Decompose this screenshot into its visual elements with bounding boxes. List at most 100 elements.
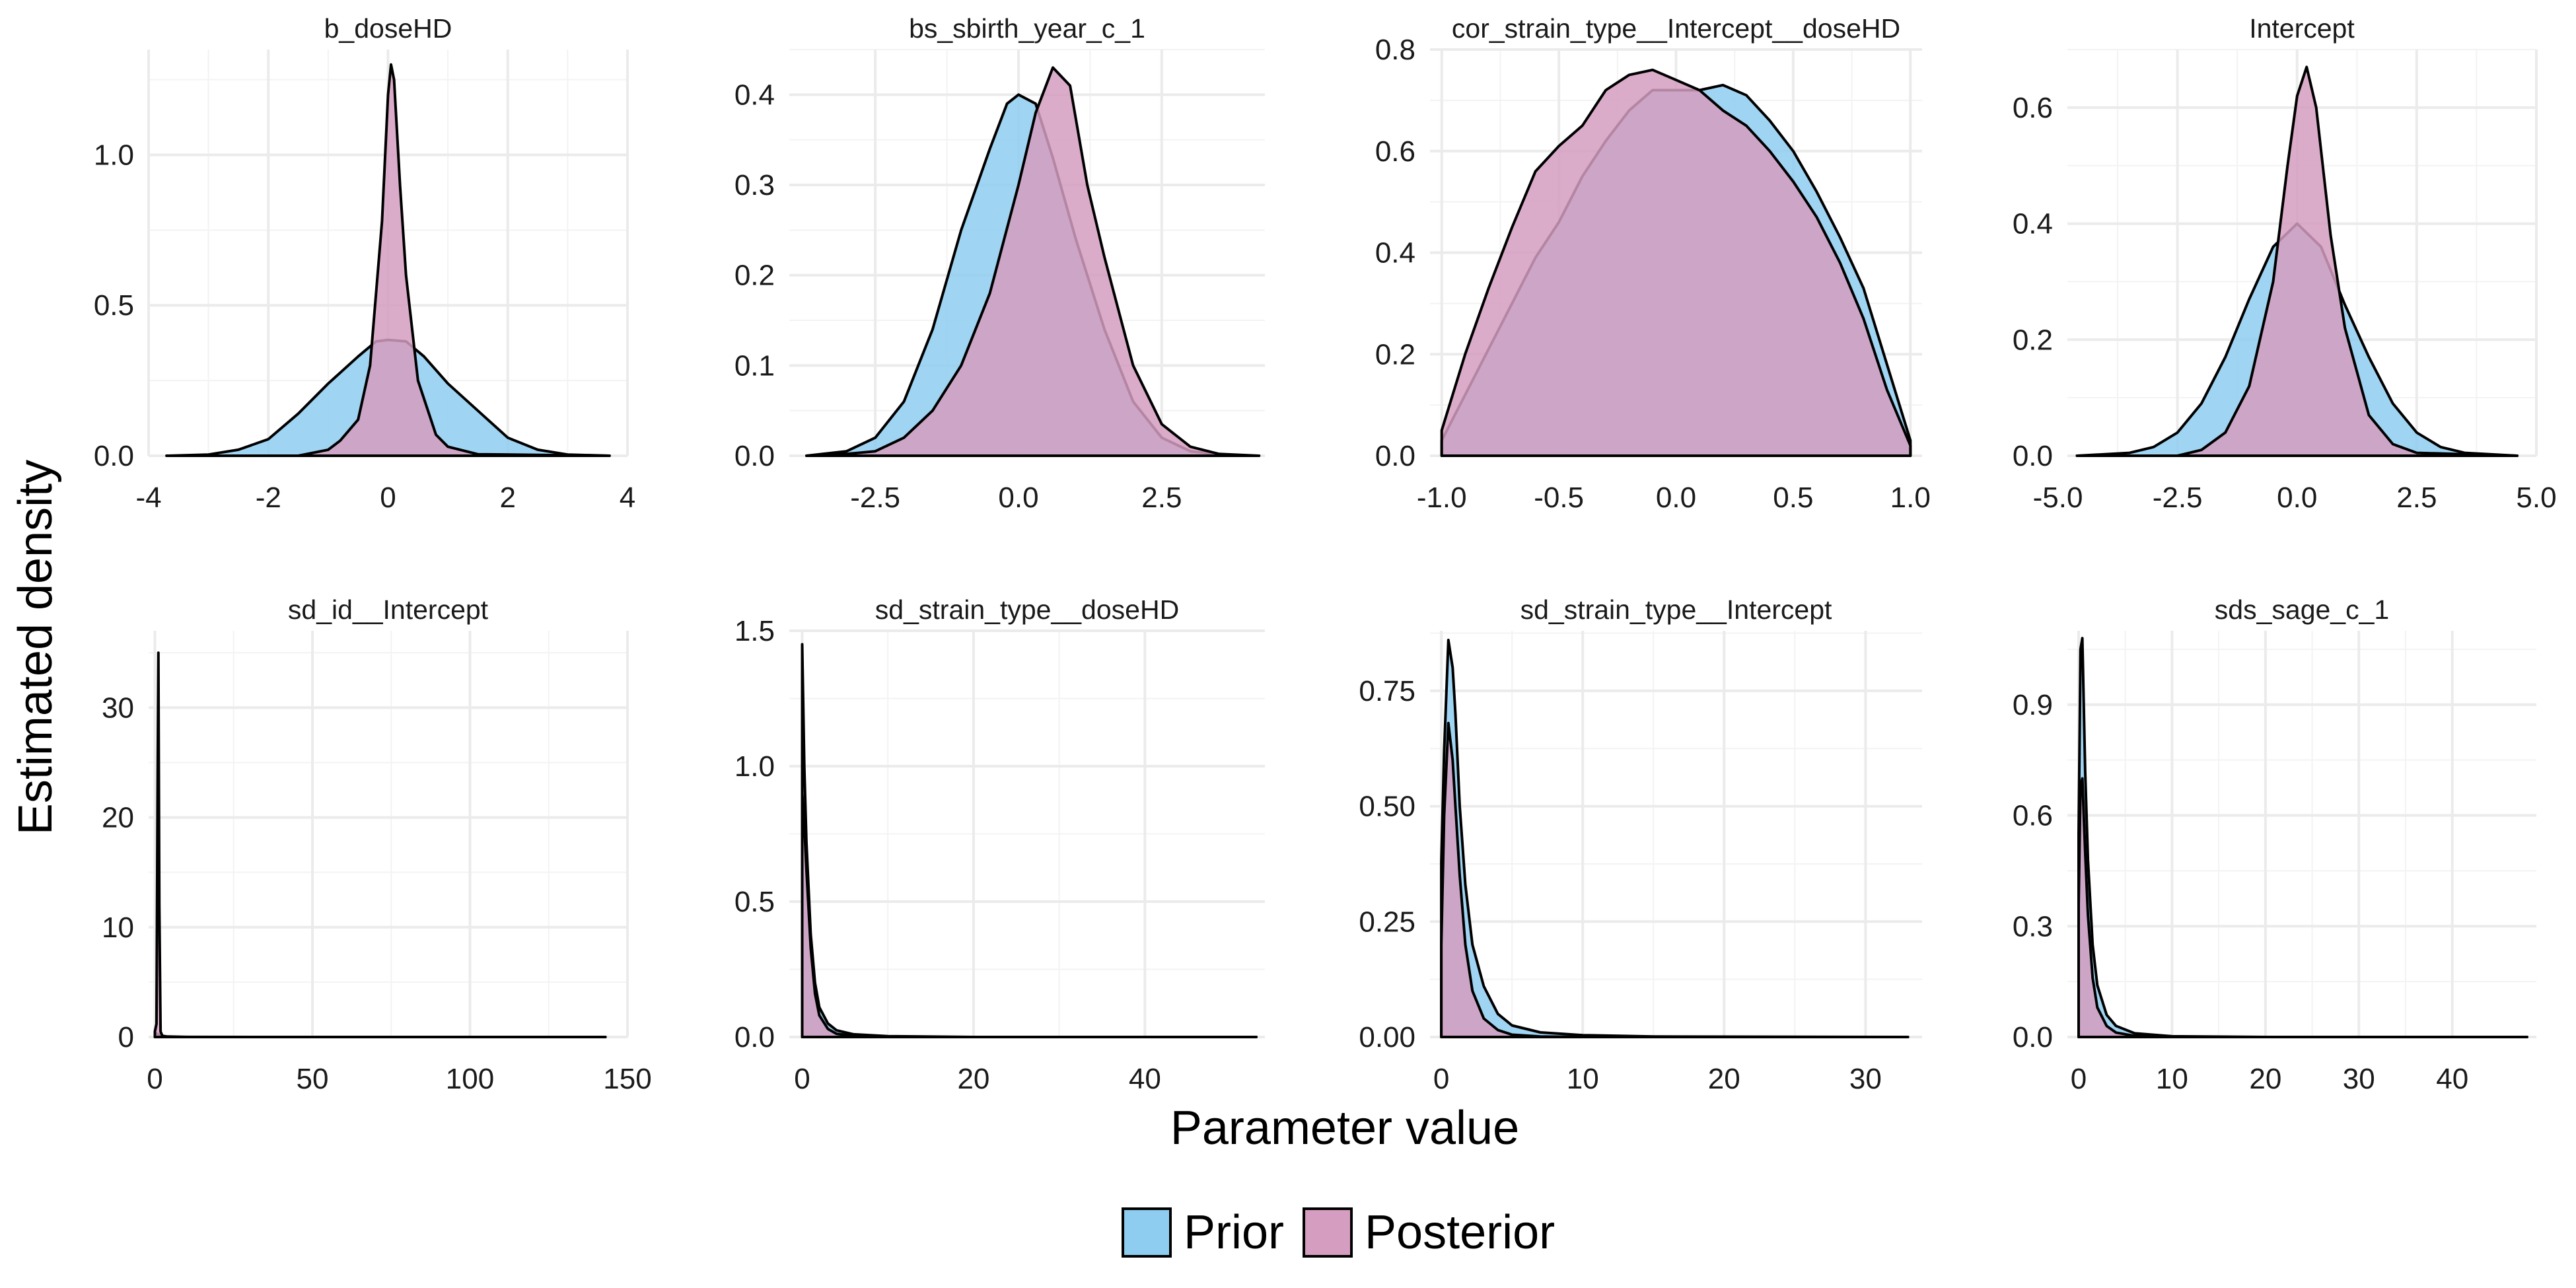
facet-panel: cor_strain_type__Intercept__doseHD -1.0 -0… xyxy=(1375,13,1931,514)
facet-title: Intercept xyxy=(2249,13,2355,44)
legend-label-prior: Prior xyxy=(1184,1206,1284,1259)
x-tick-label: 2 xyxy=(500,482,516,514)
y-tick-label: 0.50 xyxy=(1359,791,1415,823)
facet-title: sd_strain_type__Intercept xyxy=(1521,594,1832,625)
y-tick-label: 0.0 xyxy=(734,440,775,472)
y-tick-label: 30 xyxy=(102,692,134,724)
density-area-posterior xyxy=(165,63,611,457)
x-tick-label: 20 xyxy=(957,1063,989,1095)
density-area-posterior xyxy=(2075,65,2519,457)
x-tick-label: 5.0 xyxy=(2516,482,2556,514)
y-tick-label: 0.8 xyxy=(1375,34,1415,66)
y-tick-label: 0.4 xyxy=(2013,208,2053,240)
density-area-prior xyxy=(2077,637,2528,1038)
x-tick-label: 100 xyxy=(446,1063,494,1095)
y-tick-label: 20 xyxy=(102,802,134,834)
y-tick-label: 0.2 xyxy=(2013,324,2053,356)
facet-title: sds_sage_c_1 xyxy=(2215,594,2389,625)
legend-key-posterior xyxy=(1303,1207,1353,1258)
y-tick-label: 0.0 xyxy=(1375,440,1415,472)
facet-panel: bs_sbirth_year_c_1 -2.5 0.0 2.5 0.0 0.1 0.2 0.3… xyxy=(734,13,1265,514)
facet-panels: b_doseHD -4 -2 0 2 4 0.0 0.5 1.0 bs_sbirth_year_c… xyxy=(94,13,2557,1095)
density-area-posterior xyxy=(2077,777,2528,1038)
facet-panel: sds_sage_c_1 0 10 20 30 40 0.0 0.3 0.6 0.9 xyxy=(2013,594,2536,1095)
x-tick-label: 0 xyxy=(794,1063,810,1095)
facet-panel: sd_strain_type__doseHD 0 20 40 0.0 0.5 1.0 1.5 xyxy=(734,594,1265,1095)
x-tick-label: 0.5 xyxy=(1773,482,1813,514)
y-tick-label: 0.3 xyxy=(734,169,775,201)
y-tick-label: 0.1 xyxy=(734,349,775,382)
x-tick-label: 40 xyxy=(2436,1063,2468,1095)
density-area-posterior xyxy=(153,651,607,1038)
y-tick-label: 0.3 xyxy=(2013,910,2053,943)
x-tick-label: 0 xyxy=(380,482,396,514)
x-tick-label: 0 xyxy=(1433,1063,1449,1095)
y-tick-label: 0.9 xyxy=(2013,689,2053,721)
legend-key-prior xyxy=(1122,1207,1172,1258)
y-tick-label: 0.6 xyxy=(2013,92,2053,124)
x-tick-label: -1.0 xyxy=(1417,482,1467,514)
facet-panel: sd_strain_type__Intercept 0 10 20 30 0.00 0.25… xyxy=(1359,594,1922,1095)
facet-title: b_doseHD xyxy=(324,13,452,44)
x-tick-label: -4 xyxy=(135,482,161,514)
y-tick-label: 0.25 xyxy=(1359,906,1415,938)
density-area-prior xyxy=(801,643,1258,1038)
density-area-prior xyxy=(1440,639,1910,1038)
x-axis-label: Parameter value xyxy=(1170,1102,1519,1155)
y-tick-label: 0.4 xyxy=(1375,237,1415,269)
x-tick-label: 2.5 xyxy=(1141,482,1182,514)
x-tick-label: -5.0 xyxy=(2033,482,2083,514)
x-tick-label: 1.0 xyxy=(1890,482,1931,514)
y-tick-label: 0.6 xyxy=(2013,800,2053,832)
x-tick-label: 10 xyxy=(2156,1063,2188,1095)
y-tick-label: 0.2 xyxy=(1375,338,1415,371)
x-tick-label: 0.0 xyxy=(998,482,1038,514)
x-tick-label: 50 xyxy=(297,1063,329,1095)
density-area-posterior xyxy=(1440,721,1910,1038)
x-tick-label: 10 xyxy=(1567,1063,1599,1095)
legend-label-posterior: Posterior xyxy=(1365,1206,1555,1259)
y-tick-label: 1.0 xyxy=(94,139,134,171)
y-tick-label: 0.4 xyxy=(734,79,775,111)
x-tick-label: -2.5 xyxy=(2153,482,2203,514)
y-tick-label: 0.75 xyxy=(1359,675,1415,707)
y-tick-label: 0.2 xyxy=(734,260,775,292)
y-tick-label: 0.5 xyxy=(734,886,775,918)
x-tick-label: 30 xyxy=(1849,1063,1882,1095)
facet-title: sd_id__Intercept xyxy=(288,594,489,625)
density-area-posterior xyxy=(1440,68,1912,457)
y-tick-label: 0 xyxy=(118,1021,134,1054)
y-tick-label: 0.0 xyxy=(2013,440,2053,472)
y-tick-label: 0.00 xyxy=(1359,1021,1415,1054)
y-tick-label: 10 xyxy=(102,912,134,944)
x-tick-label: 30 xyxy=(2343,1063,2375,1095)
y-tick-label: 0.0 xyxy=(94,440,134,472)
legend: Prior Posterior xyxy=(1122,1206,1555,1259)
y-tick-label: 0.0 xyxy=(734,1021,775,1054)
facet-panel: sd_id__Intercept 0 50 100 150 0 10 20 30 xyxy=(102,594,652,1095)
x-tick-label: -2.5 xyxy=(850,482,900,514)
x-tick-label: 0 xyxy=(147,1063,162,1095)
x-tick-label: 0.0 xyxy=(2277,482,2317,514)
x-tick-label: 2.5 xyxy=(2396,482,2437,514)
x-tick-label: 4 xyxy=(620,482,635,514)
x-tick-label: 20 xyxy=(1708,1063,1740,1095)
density-area-posterior xyxy=(801,792,1258,1038)
x-tick-label: 0.0 xyxy=(1656,482,1696,514)
x-tick-label: 150 xyxy=(603,1063,651,1095)
y-tick-label: 1.5 xyxy=(734,615,775,647)
facet-title: bs_sbirth_year_c_1 xyxy=(909,13,1145,44)
y-axis-label: Estimated density xyxy=(9,460,62,835)
x-tick-label: -2 xyxy=(256,482,281,514)
x-tick-label: 0 xyxy=(2071,1063,2087,1095)
facet-title: cor_strain_type__Intercept__doseHD xyxy=(1452,13,1900,44)
y-tick-label: 0.6 xyxy=(1375,135,1415,168)
y-tick-label: 0.0 xyxy=(2013,1021,2053,1054)
density-area-posterior xyxy=(805,66,1261,457)
y-tick-label: 1.0 xyxy=(734,750,775,783)
facet-title: sd_strain_type__doseHD xyxy=(875,594,1179,625)
facet-panel: Intercept -5.0 -2.5 0.0 2.5 5.0 0.0 0.2 0.4 0.6 xyxy=(2013,13,2557,514)
x-tick-label: 20 xyxy=(2249,1063,2281,1095)
facet-panel: b_doseHD -4 -2 0 2 4 0.0 0.5 1.0 xyxy=(94,13,635,514)
